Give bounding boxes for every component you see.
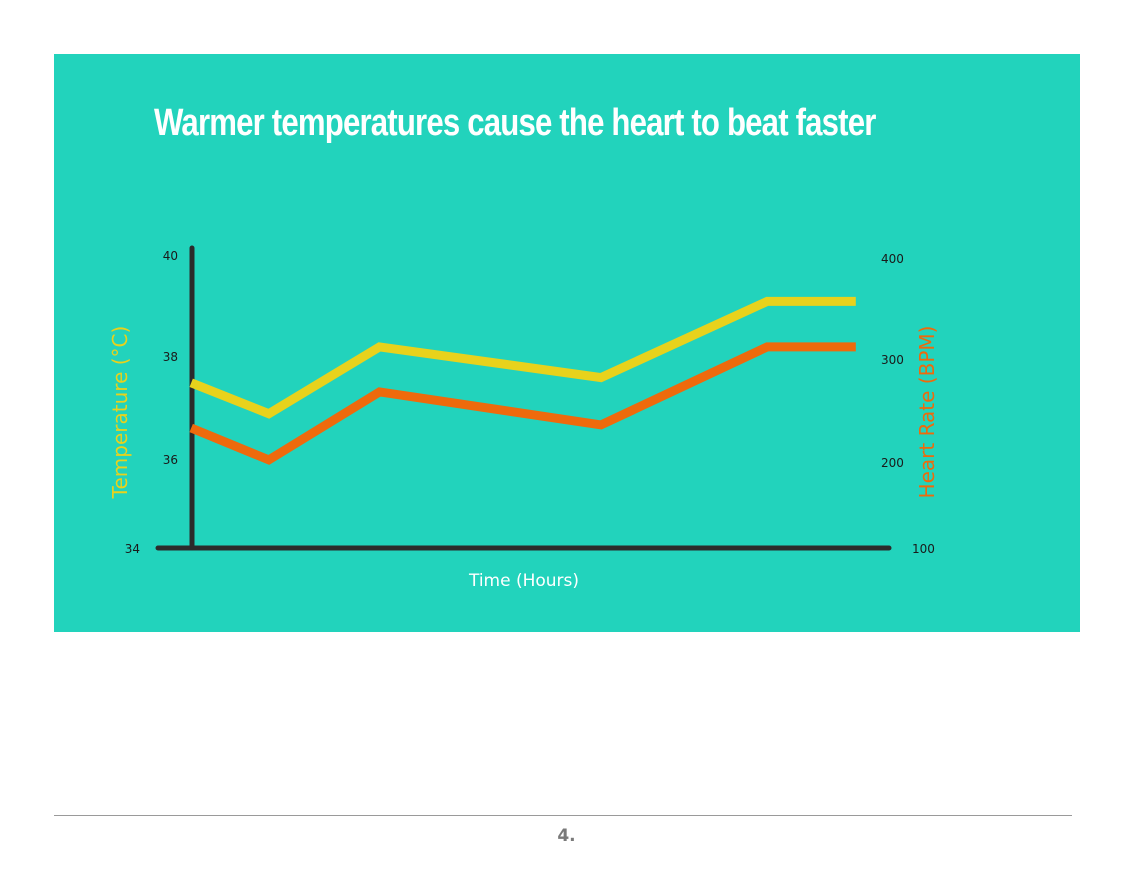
y-left-tick-label: 38	[163, 350, 178, 364]
y-right-tick-label: 300	[881, 353, 904, 367]
y-left-tick-label: 40	[163, 249, 178, 263]
y-right-tick-label: 200	[881, 456, 904, 470]
y-right-tick-label: 400	[881, 252, 904, 266]
chart-panel: Warmer temperatures cause the heart to b…	[54, 54, 1080, 632]
x-axis-label: Time (Hours)	[468, 571, 579, 591]
chart-title: Warmer temperatures cause the heart to b…	[154, 102, 876, 144]
y-axis-left-label: Temperature (°C)	[108, 326, 132, 500]
page-number: 4.	[557, 826, 576, 846]
series-line-heart-rate	[189, 342, 856, 465]
y-left-tick-label: 34	[125, 542, 140, 556]
y-right-tick-label: 100	[912, 542, 935, 556]
footer-divider	[54, 815, 1072, 816]
y-axis-right-label: Heart Rate (BPM)	[915, 326, 939, 499]
series-line-temperature	[189, 296, 856, 419]
y-left-tick-label: 36	[163, 453, 178, 467]
